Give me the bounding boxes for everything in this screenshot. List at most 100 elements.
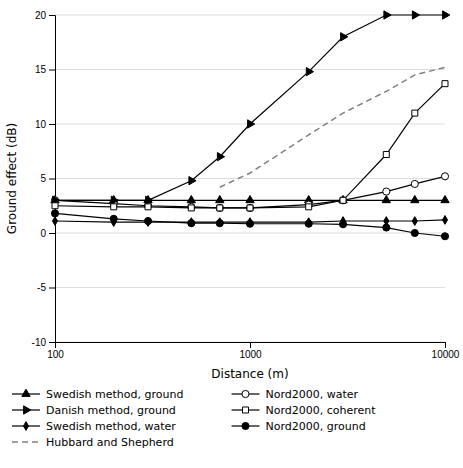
point bbox=[412, 11, 419, 19]
series-line bbox=[55, 176, 445, 208]
point bbox=[383, 188, 390, 195]
point bbox=[217, 205, 223, 211]
point bbox=[383, 152, 389, 158]
grid bbox=[55, 15, 445, 342]
tick-mark bbox=[49, 15, 55, 16]
point bbox=[246, 195, 254, 202]
tick-label: 15 bbox=[35, 64, 47, 75]
tick: 1000 bbox=[239, 342, 262, 360]
tick-mark bbox=[49, 70, 55, 71]
legend-marker bbox=[242, 390, 249, 397]
series-line bbox=[55, 84, 445, 208]
point bbox=[339, 221, 346, 228]
tick-label: 10000 bbox=[432, 349, 460, 360]
x-axis-title: Distance (m) bbox=[211, 367, 288, 381]
legend-label: Nord2000, ground bbox=[266, 420, 366, 433]
tick-mark bbox=[445, 342, 446, 348]
y-axis-title: Ground effect (dB) bbox=[5, 123, 19, 234]
series-group bbox=[51, 11, 450, 240]
series-line bbox=[220, 67, 445, 187]
point bbox=[144, 217, 151, 224]
point bbox=[188, 205, 194, 211]
point bbox=[412, 217, 417, 226]
legend-item: Hubbard and Shepherd bbox=[12, 436, 174, 449]
point bbox=[443, 11, 450, 19]
legend-marker bbox=[23, 422, 28, 431]
point bbox=[246, 204, 253, 211]
point bbox=[441, 233, 448, 240]
point bbox=[411, 195, 419, 202]
point bbox=[306, 204, 312, 210]
tick-label: 10 bbox=[35, 119, 47, 130]
point bbox=[341, 33, 348, 41]
series-markers bbox=[51, 210, 448, 240]
legend-swatch bbox=[12, 441, 40, 443]
legend-label: Danish method, ground bbox=[46, 404, 176, 417]
point bbox=[187, 195, 195, 202]
grid-line bbox=[55, 178, 445, 179]
legend-item: Nord2000, ground bbox=[232, 420, 366, 433]
point bbox=[384, 11, 391, 19]
point bbox=[110, 215, 117, 222]
legend-marker bbox=[24, 406, 31, 414]
tick-label: 5 bbox=[40, 173, 46, 184]
series-markers bbox=[52, 81, 448, 211]
legend-label: Nord2000, water bbox=[266, 388, 359, 401]
point bbox=[52, 203, 58, 209]
tick: 10000 bbox=[432, 342, 460, 360]
series-markers bbox=[53, 11, 450, 205]
point bbox=[382, 195, 390, 202]
point bbox=[111, 196, 118, 204]
point bbox=[111, 204, 117, 210]
tick: 0 bbox=[40, 228, 55, 239]
point bbox=[189, 177, 196, 185]
grid-line bbox=[55, 233, 445, 234]
legend-item: Swedish method, ground bbox=[12, 388, 183, 401]
tick-label: 0 bbox=[40, 228, 46, 239]
point bbox=[217, 153, 224, 161]
tick-mark bbox=[49, 233, 55, 234]
series-line bbox=[55, 213, 445, 236]
point bbox=[216, 204, 223, 211]
point bbox=[411, 229, 418, 236]
plot: 10 0 1000 10000 -10 -5 0 5 10 15 20 bbox=[32, 10, 460, 360]
tick: 20 bbox=[35, 10, 55, 21]
tick-mark bbox=[250, 342, 251, 348]
point bbox=[145, 204, 151, 210]
grid-line bbox=[55, 287, 445, 288]
y-axis: -10 -5 0 5 10 15 20 bbox=[32, 10, 56, 348]
legend-marker bbox=[242, 422, 249, 429]
point bbox=[146, 196, 153, 204]
point bbox=[247, 205, 253, 211]
legend-marker bbox=[22, 389, 30, 396]
chart: 10 0 1000 10000 -10 -5 0 5 10 15 20 Distance (m) Gro… bbox=[0, 0, 463, 468]
legend-label: Swedish method, water bbox=[46, 420, 176, 433]
point bbox=[306, 68, 313, 76]
x-axis: 100100010000 bbox=[47, 342, 460, 360]
point bbox=[339, 197, 346, 204]
tick: 10 bbox=[35, 119, 55, 130]
tick-mark bbox=[49, 288, 55, 289]
tick-label: 20 bbox=[35, 10, 47, 21]
point bbox=[216, 195, 224, 202]
tick-mark bbox=[49, 342, 55, 343]
point bbox=[216, 220, 223, 227]
legend-label: Swedish method, ground bbox=[46, 388, 183, 401]
series-line bbox=[55, 15, 445, 200]
tick-mark bbox=[49, 124, 55, 125]
tick: -5 bbox=[37, 282, 55, 293]
point bbox=[188, 203, 195, 210]
legend: Swedish method, ground Nord2000, water Dan… bbox=[12, 388, 376, 449]
point bbox=[246, 220, 253, 227]
tick: -10 bbox=[32, 337, 55, 348]
legend-marker bbox=[243, 407, 249, 413]
point bbox=[383, 224, 390, 231]
point bbox=[248, 120, 255, 128]
legend-label: Hubbard and Shepherd bbox=[46, 436, 174, 449]
axis-line bbox=[49, 16, 56, 343]
tick: 15 bbox=[35, 64, 55, 75]
series-markers bbox=[51, 173, 448, 212]
legend-label: Nord2000, coherent bbox=[266, 404, 377, 417]
point bbox=[442, 81, 448, 87]
tick: 5 bbox=[40, 173, 55, 184]
